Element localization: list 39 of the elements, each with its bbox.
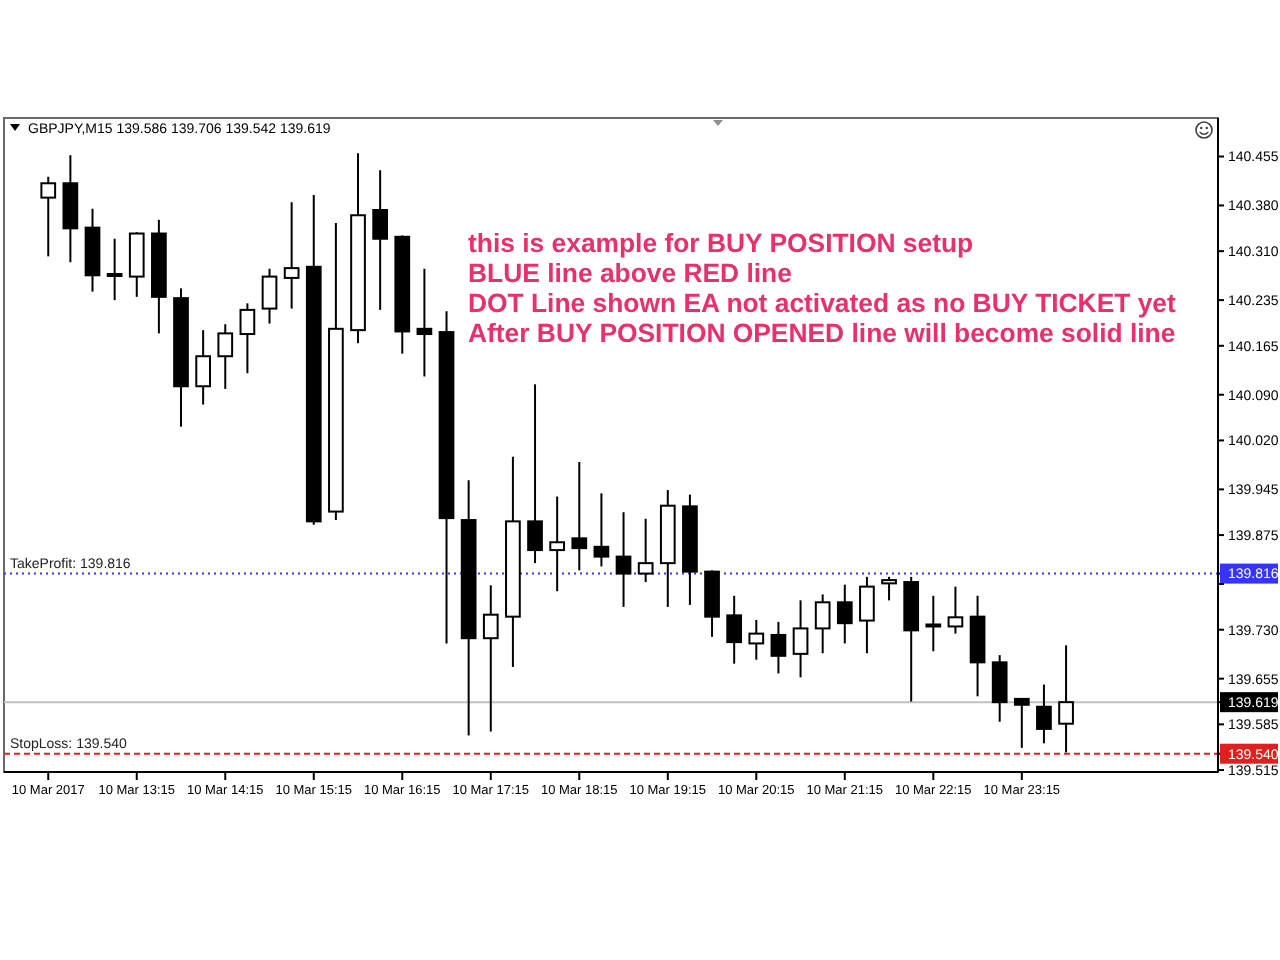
candlestick xyxy=(859,575,875,655)
candlestick xyxy=(947,585,964,635)
annotation: DOT Line shown EA not activated as no BUY TICKET yet xyxy=(468,288,1178,318)
candlestick xyxy=(128,231,145,298)
candlestick xyxy=(527,383,543,565)
candlestick xyxy=(217,323,234,390)
candlestick xyxy=(637,517,654,584)
candlestick xyxy=(372,169,389,311)
candlestick xyxy=(239,302,256,375)
candlestick xyxy=(40,175,57,258)
candlestick xyxy=(969,594,986,698)
candlestick xyxy=(416,267,433,378)
candlestick xyxy=(881,575,897,602)
candlestick xyxy=(704,569,720,638)
candlestick xyxy=(615,511,632,608)
candlestick xyxy=(549,495,566,593)
candlestick xyxy=(571,460,588,572)
candlestick xyxy=(991,654,1008,723)
candlestick xyxy=(748,618,765,661)
candlestick xyxy=(482,584,499,733)
annotation: After BUY POSITION OPENED line will become solid line xyxy=(468,318,1176,348)
candlestick xyxy=(593,492,610,568)
candlestick xyxy=(106,237,123,302)
candlestick xyxy=(195,329,211,406)
annotation: BLUE line above RED line xyxy=(468,258,792,288)
candlestick xyxy=(1036,683,1052,745)
candlestick xyxy=(1013,697,1030,749)
candlestick xyxy=(84,207,101,293)
candlestick xyxy=(770,620,787,675)
candlestick xyxy=(62,154,79,264)
annotation: this is example for BUY POSITION setup xyxy=(468,228,974,258)
candlestick xyxy=(283,201,300,310)
candlestick xyxy=(261,267,278,325)
candlestick xyxy=(836,583,853,645)
candlestick xyxy=(814,593,831,655)
candlestick xyxy=(792,599,809,679)
candlestick xyxy=(925,594,942,653)
candlestick xyxy=(1058,644,1074,754)
candlestick xyxy=(726,594,743,665)
